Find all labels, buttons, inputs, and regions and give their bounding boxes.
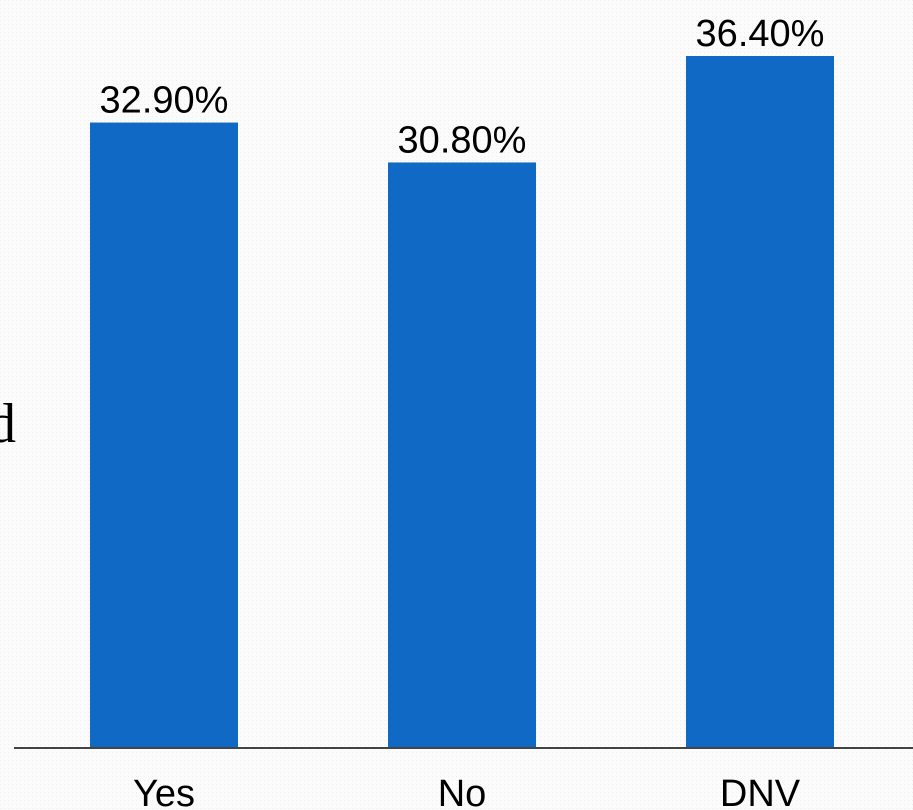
data-label-yes: 32.90% bbox=[100, 80, 229, 122]
bar-no bbox=[388, 162, 536, 748]
bars-group bbox=[90, 56, 834, 749]
x-tick-label-dnv: DNV bbox=[720, 773, 801, 810]
edge-text-fragment: d bbox=[0, 393, 16, 455]
x-tick-label-yes: Yes bbox=[133, 773, 195, 810]
data-labels-group: 32.90% 30.80% 36.40% bbox=[100, 13, 825, 161]
bar-dnv bbox=[686, 56, 834, 748]
data-label-dnv: 36.40% bbox=[696, 13, 825, 55]
bar-yes bbox=[90, 122, 238, 749]
x-tick-label-no: No bbox=[438, 773, 487, 810]
data-label-no: 30.80% bbox=[398, 119, 527, 161]
x-tick-labels-group: Yes No DNV bbox=[133, 773, 801, 810]
